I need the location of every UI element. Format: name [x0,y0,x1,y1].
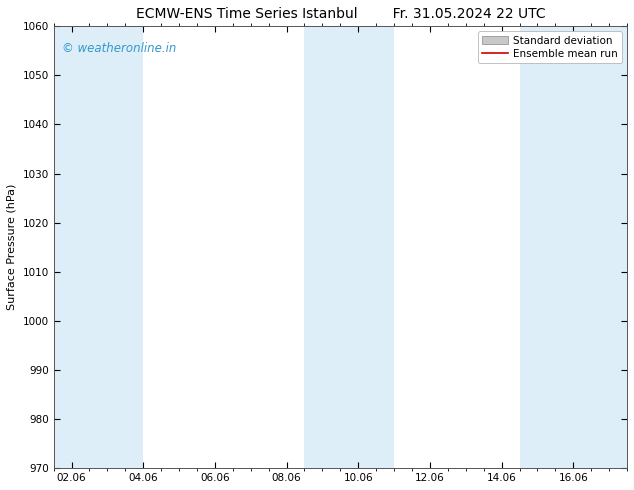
Bar [107,26,143,468]
Text: © weatheronline.in: © weatheronline.in [62,42,177,55]
Title: ECMW-ENS Time Series Istanbul        Fr. 31.05.2024 22 UTC: ECMW-ENS Time Series Istanbul Fr. 31.05.… [136,7,545,21]
Y-axis label: Surface Pressure (hPa): Surface Pressure (hPa) [7,184,17,311]
Bar [519,26,555,468]
Bar [54,26,107,468]
Bar [555,26,627,468]
Bar [304,26,340,468]
Legend: Standard deviation, Ensemble mean run: Standard deviation, Ensemble mean run [477,31,622,63]
Bar [340,26,394,468]
